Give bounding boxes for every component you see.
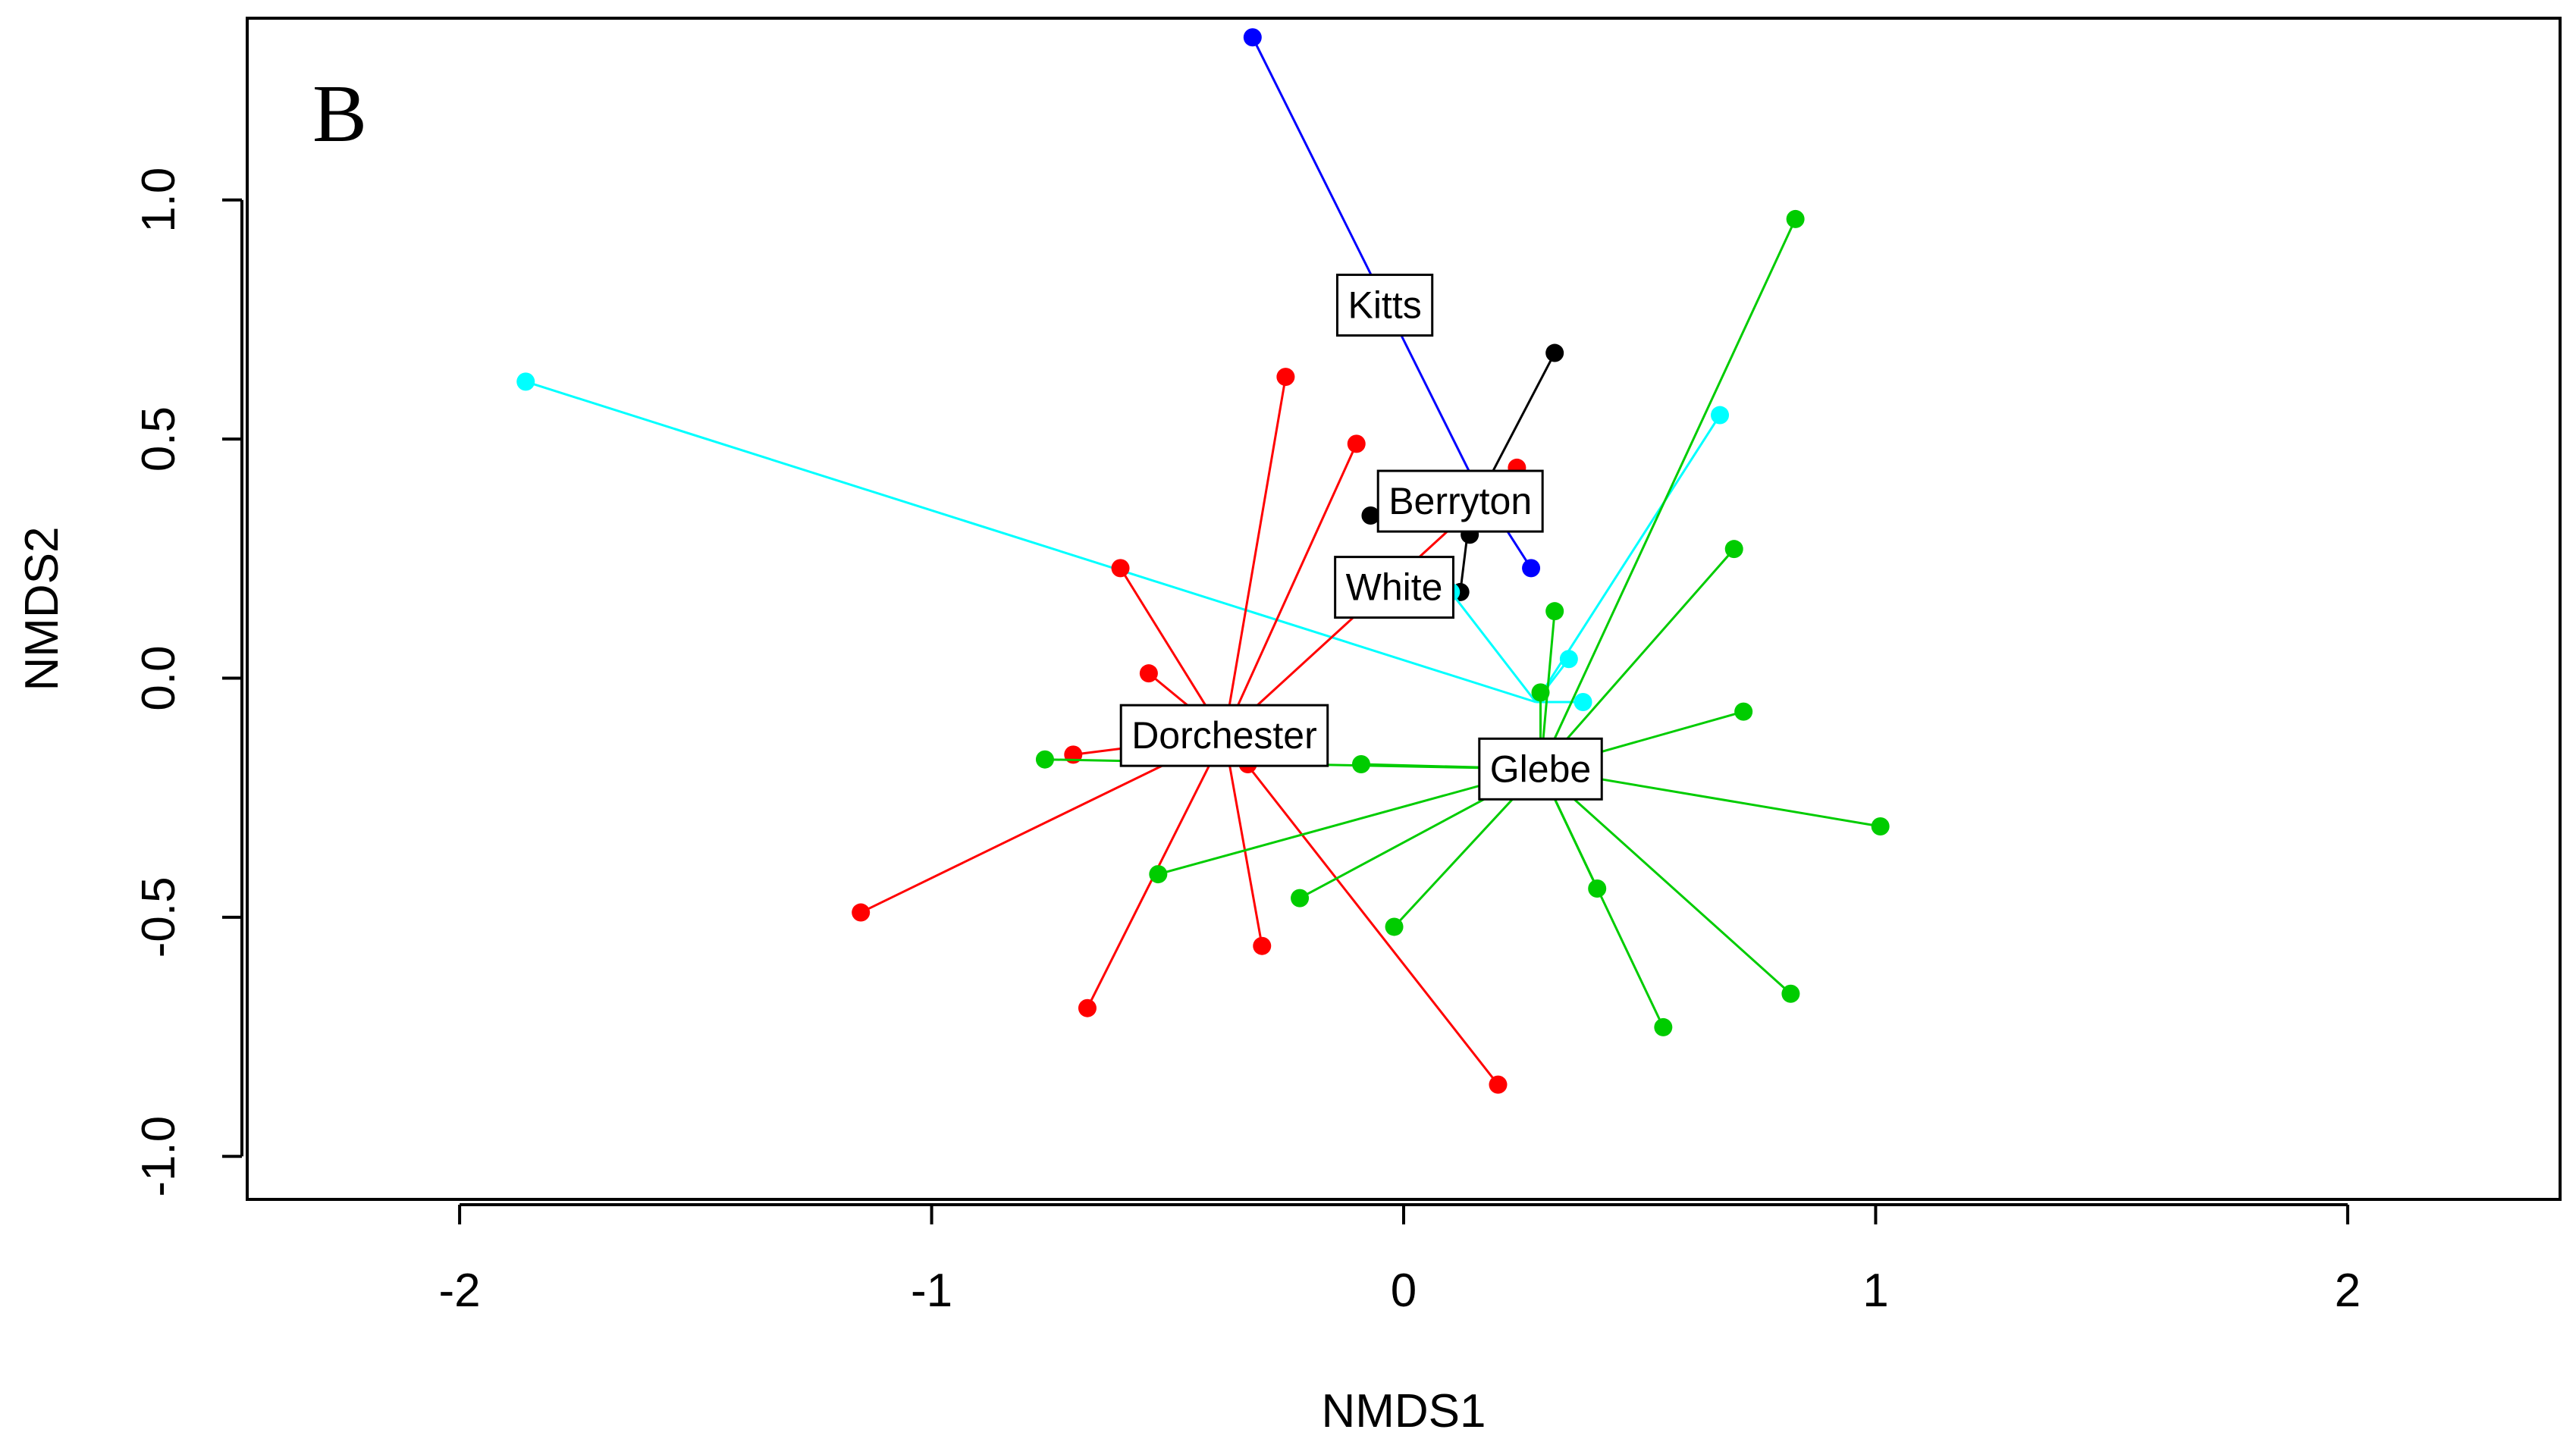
centroid-label-text: Glebe [1490, 748, 1591, 790]
data-point [1545, 602, 1564, 621]
centroid-label-box [1334, 556, 1454, 619]
series-white [516, 372, 1730, 711]
data-point [852, 903, 871, 922]
data-point [1111, 559, 1130, 578]
data-point [1139, 664, 1158, 683]
x-tick-label: 1 [1862, 1265, 1888, 1317]
y-tick-label: 0.0 [133, 645, 185, 710]
centroid-label-box [1119, 704, 1329, 767]
data-point [1559, 650, 1578, 669]
x-tick-label: -1 [911, 1265, 952, 1317]
centroid-label-kitts: Kitts [1335, 273, 1434, 337]
data-point [1489, 1075, 1508, 1094]
data-point [1351, 755, 1370, 773]
y-tick-label: 0.5 [133, 406, 185, 472]
y-tick-label: -1.0 [133, 1116, 185, 1197]
y-tick-label: 1.0 [133, 168, 185, 233]
centroid-label-layer: Kitts Berryton White Dorchester Glebe [1119, 273, 1603, 801]
data-point [1545, 343, 1564, 362]
data-point [1078, 998, 1097, 1017]
centroid-label-text: Kitts [1348, 284, 1421, 326]
spider-line [1539, 218, 1796, 770]
data-point [1253, 936, 1272, 955]
data-point [1531, 683, 1550, 702]
spider-line [1157, 767, 1541, 876]
data-point [1588, 879, 1607, 898]
data-point [1522, 559, 1541, 578]
centroid-label-white: White [1334, 556, 1454, 619]
x-axis-title: NMDS1 [1321, 1385, 1486, 1437]
data-point [1149, 865, 1168, 884]
data-point [1724, 540, 1743, 559]
spider-line [1251, 36, 1471, 473]
data-point [1574, 693, 1592, 711]
x-axis: -2 -1 0 1 2 [439, 1203, 2361, 1317]
data-point [1781, 984, 1800, 1003]
spider-line [1539, 548, 1735, 770]
data-point [1786, 209, 1805, 228]
spider-line [1223, 443, 1358, 736]
panel-label: B [312, 69, 367, 159]
series-glebe [1035, 209, 1890, 1036]
data-point [1711, 406, 1730, 425]
y-axis: -1.0 -0.5 0.0 0.5 1.0 [133, 168, 243, 1197]
centroid-label-text: White [1346, 566, 1443, 609]
spider-line [525, 380, 1536, 704]
centroid-label-glebe: Glebe [1478, 737, 1603, 801]
spider-line [1539, 768, 1665, 1028]
centroid-label-text: Berryton [1388, 480, 1532, 522]
centroid-label-box [1478, 737, 1603, 801]
centroid-label-text: Dorchester [1131, 714, 1317, 757]
data-point [1361, 506, 1380, 525]
spider-line [1223, 735, 1499, 1086]
data-point [1291, 889, 1310, 908]
x-tick-label: 2 [2335, 1265, 2361, 1317]
centroid-label-berryton: Berryton [1376, 469, 1544, 533]
data-point [1385, 917, 1404, 936]
data-point [1734, 702, 1753, 721]
spider-line [1222, 376, 1287, 736]
y-axis-title: NMDS2 [16, 526, 68, 691]
data-point [1654, 1017, 1673, 1036]
data-point [1035, 750, 1054, 769]
data-point [516, 372, 535, 391]
spider-line [1222, 735, 1263, 946]
y-tick-label: -0.5 [133, 876, 185, 958]
spider-line [1539, 768, 1792, 995]
centroid-label-box [1376, 469, 1544, 533]
centroid-label-box [1335, 273, 1434, 337]
centroid-label-dorchester: Dorchester [1119, 704, 1329, 767]
x-tick-label: 0 [1391, 1265, 1417, 1317]
x-tick-label: -2 [439, 1265, 481, 1317]
data-point [1276, 368, 1295, 387]
data-point [1243, 28, 1262, 47]
plot-frame [246, 17, 2562, 1201]
data-point [1871, 817, 1890, 835]
data-point [1347, 434, 1366, 453]
spider-line [1450, 591, 1537, 703]
